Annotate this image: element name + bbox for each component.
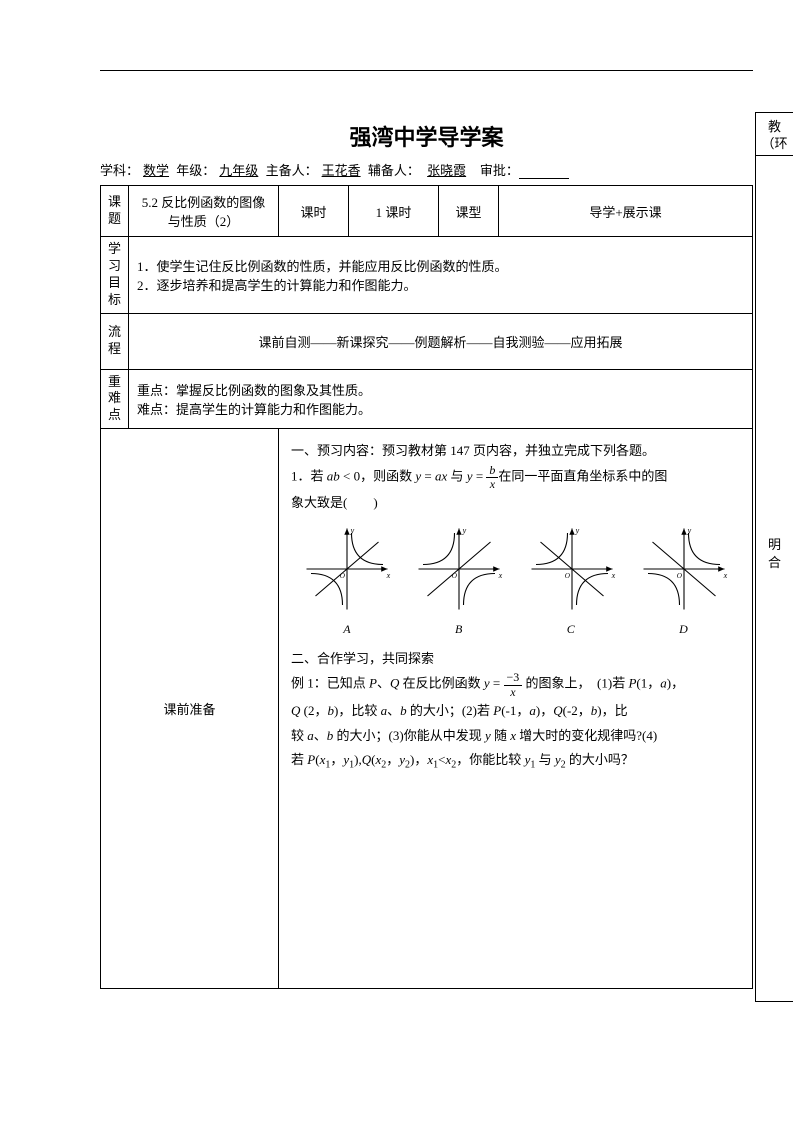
question-1-tail: 象大致是( ) (291, 491, 740, 516)
row-goals: 学习目标 1．使学生记住反比例函数的性质，并能应用反比例函数的性质。 2．逐步培… (101, 237, 753, 314)
top-rule (100, 70, 753, 71)
ex2c: 的大小；(2)若 (407, 703, 494, 718)
q1-b: < 0，则函数 (340, 469, 416, 484)
approve-blank (519, 178, 569, 179)
side-panel: 教 （环 明 合 (755, 112, 793, 1002)
ex2d: (-1， (501, 703, 529, 718)
grade-label: 年级： (176, 163, 215, 178)
focus-l1: 重点：掌握反比例函数的图象及其性质。 (137, 380, 744, 399)
goal-1: 1．使学生记住反比例函数的性质，并能应用反比例函数的性质。 (137, 256, 744, 275)
focus-l2: 难点：提高学生的计算能力和作图能力。 (137, 399, 744, 418)
graph-c: x y O (527, 524, 617, 614)
prep-header: 课前准备 (101, 429, 279, 989)
subject-label: 学科： (100, 163, 139, 178)
ex1a: 例 1：已知点 (291, 676, 369, 691)
label-b: B (455, 618, 462, 641)
ex2b: )，比较 (334, 703, 381, 718)
type-cell: 导学+展示课 (499, 186, 753, 237)
ex2a: (2， (304, 703, 328, 718)
goals-cell: 1．使学生记住反比例函数的性质，并能应用反比例函数的性质。 2．逐步培养和提高学… (129, 237, 753, 314)
example-1-line4: 若 P(x1，y1),Q(x2，y2)，x1<x2，你能比较 y1 与 y2 的… (291, 748, 740, 775)
section-2-title: 二、合作学习，共同探索 (291, 647, 740, 672)
question-1: 1．若 ab < 0，则函数 y = ax 与 y = bx在同一平面直角坐标系… (291, 464, 740, 491)
flow-header: 流程 (101, 313, 129, 369)
q1-d: 在同一平面直角坐标系中的图 (498, 469, 667, 484)
ex2e: )， (536, 703, 553, 718)
ex2f: (-2， (563, 703, 591, 718)
label-c: C (567, 618, 575, 641)
ex1c: 的图象上， (1)若 (522, 676, 628, 691)
q1-a: 1．若 (291, 469, 327, 484)
flow-cell: 课前自测——新课探究——例题解析——自我测验——应用拓展 (129, 313, 753, 369)
grade: 九年级 (215, 163, 262, 178)
q1-c: 与 (447, 469, 467, 484)
ex1b: 在反比例函数 (399, 676, 484, 691)
side-mid: 明 合 (756, 536, 793, 572)
ex4a: 若 (291, 752, 307, 767)
row-prep: 课前准备 一、预习内容：预习教材第 147 页内容，并独立完成下列各题。 1．若… (101, 429, 753, 989)
label-a: A (343, 618, 350, 641)
goal-2: 2．逐步培养和提高学生的计算能力和作图能力。 (137, 275, 744, 294)
ex2g: )，比 (597, 703, 627, 718)
side-mid1: 明 (768, 537, 781, 552)
focus-header: 重难点 (101, 369, 129, 429)
svg-text:y: y (686, 526, 691, 535)
svg-text:y: y (574, 526, 579, 535)
side-mid2: 合 (768, 555, 781, 570)
ex4d: 的大小吗？ (566, 752, 634, 767)
ex1d: ， (671, 676, 684, 691)
svg-text:O: O (677, 572, 683, 580)
side-top1: 教 (768, 119, 781, 134)
focus-cell: 重点：掌握反比例函数的图象及其性质。 难点：提高学生的计算能力和作图能力。 (129, 369, 753, 429)
svg-text:y: y (350, 526, 355, 535)
row-topic: 课题 5.2 反比例函数的图像与性质（2） 课时 1 课时 课型 导学+展示课 (101, 186, 753, 237)
period-cell: 1 课时 (349, 186, 439, 237)
side-top2: （环 (761, 136, 787, 151)
graph-d: x y O (639, 524, 729, 614)
label-d: D (679, 618, 688, 641)
approve-label: 审批： (480, 163, 519, 178)
graph-row: x y O x y O (291, 524, 740, 614)
section-1-title: 一、预习内容：预习教材第 147 页内容，并独立完成下列各题。 (291, 439, 740, 464)
graph-labels: A B C D (291, 618, 740, 641)
ex3b: 的大小；(3)你能从中发现 (333, 728, 485, 743)
example-1-line3: 较 a、b 的大小；(3)你能从中发现 y 随 x 增大时的变化规律吗?(4) (291, 724, 740, 749)
subject: 数学 (139, 163, 173, 178)
page-title: 强湾中学导学案 (100, 120, 753, 152)
ex3d: 增大时的变化规律吗?(4) (516, 728, 657, 743)
svg-text:x: x (610, 571, 615, 580)
period-header: 课时 (279, 186, 349, 237)
example-1-line1: 例 1：已知点 P、Q 在反比例函数 y = −3x 的图象上， (1)若 P(… (291, 671, 740, 698)
row-focus: 重难点 重点：掌握反比例函数的图象及其性质。 难点：提高学生的计算能力和作图能力… (101, 369, 753, 429)
type-header: 课型 (439, 186, 499, 237)
topic-header: 课题 (101, 186, 129, 237)
ex3a: 较 (291, 728, 307, 743)
svg-text:O: O (564, 572, 570, 580)
svg-text:y: y (462, 526, 467, 535)
ex3c: 随 (491, 728, 511, 743)
author-label: 主备人： (266, 163, 318, 178)
example-1-line2: Q (2，b)，比较 a、b 的大小；(2)若 P(-1，a)，Q(-2，b)，… (291, 699, 740, 724)
ex4c: 与 (535, 752, 555, 767)
coauthor: 张晓霞 (423, 163, 470, 178)
graph-a: xyO (302, 524, 392, 614)
lesson-table: 课题 5.2 反比例函数的图像与性质（2） 课时 1 课时 课型 导学+展示课 … (100, 185, 753, 989)
svg-text:x: x (386, 571, 391, 580)
coauthor-label: 辅备人： (368, 163, 420, 178)
prep-cell: 一、预习内容：预习教材第 147 页内容，并独立完成下列各题。 1．若 ab <… (279, 429, 753, 989)
author: 王花香 (318, 163, 365, 178)
row-flow: 流程 课前自测——新课探究——例题解析——自我测验——应用拓展 (101, 313, 753, 369)
svg-text:x: x (722, 571, 727, 580)
svg-text:x: x (498, 571, 503, 580)
ex4b: ，你能比较 (456, 752, 524, 767)
goals-header: 学习目标 (101, 237, 129, 314)
side-top: 教 （环 (756, 117, 793, 156)
topic-cell: 5.2 反比例函数的图像与性质（2） (129, 186, 279, 237)
meta-line: 学科：数学 年级：九年级 主备人：王花香 辅备人： 张晓霞 审批： (100, 160, 753, 179)
graph-b: xyO (414, 524, 504, 614)
